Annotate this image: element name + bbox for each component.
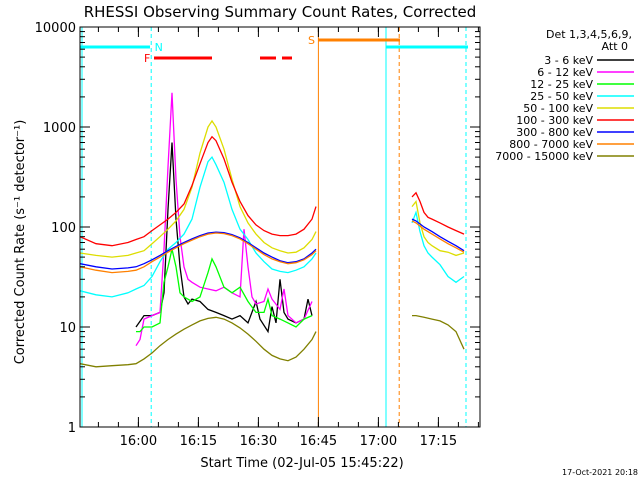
series-line-7-part-1 — [411, 220, 465, 253]
legend-entry-label: 800 - 7000 keV — [509, 138, 593, 151]
series-line-7-part-0 — [80, 232, 317, 274]
series-line-3-part-0 — [80, 155, 317, 298]
legend-entry-label: 3 - 6 keV — [544, 54, 593, 67]
x-tick-label: 16:00 — [120, 434, 157, 449]
series-line-6-part-1 — [411, 218, 465, 252]
series-line-1-part-0 — [135, 92, 313, 347]
legend-entry-label: 25 - 50 keV — [530, 90, 593, 103]
generation-timestamp: 17-Oct-2021 20:18 — [562, 468, 638, 477]
chart-title: RHESSI Observing Summary Count Rates, Co… — [84, 3, 477, 21]
y-tick-label: 10 — [59, 321, 76, 336]
legend-entry-label: 50 - 100 keV — [523, 102, 593, 115]
series-line-5-part-1 — [411, 191, 465, 235]
x-axis-label: Start Time (02-Jul-05 15:45:22) — [200, 456, 403, 471]
legend-header-line-1: Det 1,3,4,5,6,9, — [546, 28, 632, 41]
y-tick-label: 1 — [68, 421, 76, 436]
state-bar-label-N: N — [155, 41, 163, 54]
series-line-8-part-0 — [80, 316, 317, 368]
state-bar-label-F: F — [144, 52, 150, 65]
y-tick-label: 100 — [51, 221, 76, 236]
x-tick-label: 17:15 — [420, 434, 457, 449]
series-line-6-part-0 — [80, 231, 317, 270]
legend-entry-label: 12 - 25 keV — [530, 78, 593, 91]
x-tick-label: 16:30 — [240, 434, 277, 449]
legend-entry-label: 300 - 800 keV — [516, 126, 593, 139]
x-tick-label: 16:45 — [300, 434, 337, 449]
legend-header-line-2: Att 0 — [602, 40, 628, 53]
legend-entry-label: 100 - 300 keV — [516, 114, 593, 127]
x-tick-label: 16:15 — [180, 434, 217, 449]
y-axis-label: Corrected Count Rate (s⁻¹ detector⁻¹) — [13, 120, 28, 365]
series-line-4-part-0 — [80, 119, 317, 258]
series-line-2-part-0 — [136, 249, 313, 333]
axes: 1 10 100 1000 10000 16:00 16:15 16:30 16:45 17:00… — [35, 21, 481, 449]
y-tick-label: 1000 — [43, 121, 76, 136]
y-tick-label: 10000 — [35, 21, 76, 36]
state-bar-label-S: S — [308, 34, 315, 47]
legend-entry-label: 7000 - 15000 keV — [495, 150, 593, 163]
x-tick-label: 17:00 — [360, 434, 397, 449]
series-line-5-part-0 — [80, 135, 317, 247]
series-line-8-part-1 — [412, 314, 465, 350]
series-line-0-part-0 — [135, 142, 313, 334]
legend-entry-label: 6 - 12 keV — [537, 66, 593, 79]
series-line-4-part-1 — [411, 199, 465, 257]
